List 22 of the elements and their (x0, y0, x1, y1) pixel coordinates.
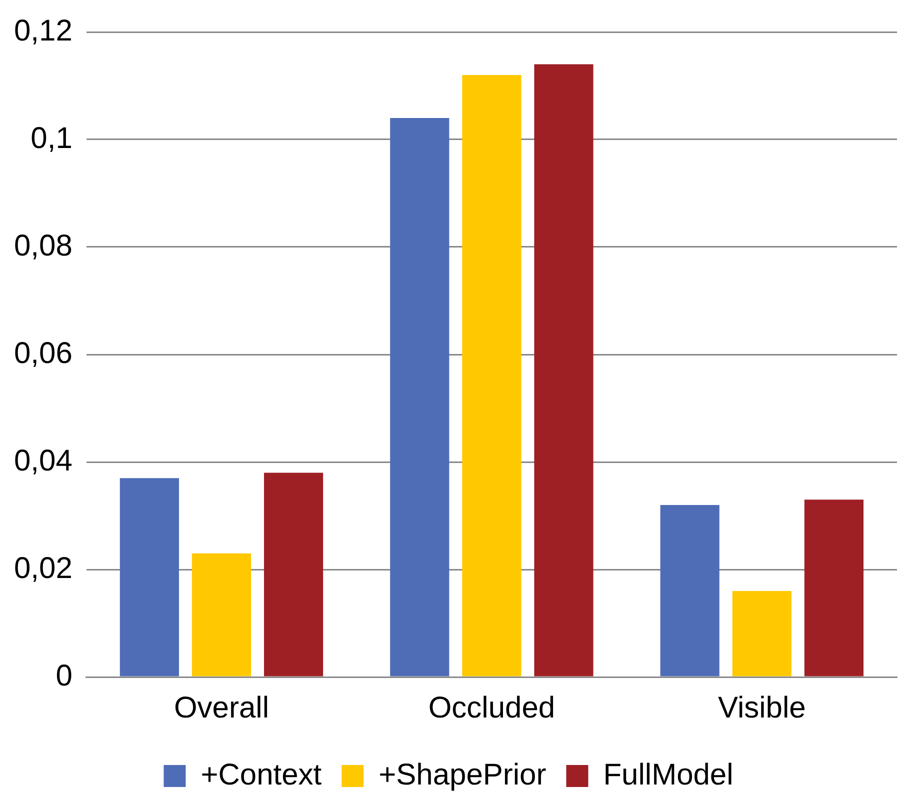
bar (120, 478, 179, 676)
bar (192, 553, 252, 676)
y-tick-label: 0,08 (14, 229, 72, 262)
y-tick-label: 0,06 (14, 336, 72, 370)
y-tick-label: 0,12 (14, 14, 72, 48)
y-tick-label: 0,1 (30, 122, 72, 155)
y-tick-label: 0,04 (14, 444, 72, 478)
x-tick-label: Overall (174, 691, 270, 724)
bar (660, 505, 720, 676)
legend-label: FullModel (603, 758, 734, 792)
legend-label: +Context (200, 758, 322, 792)
bar (264, 472, 324, 676)
y-tick-label: 0 (56, 659, 72, 692)
bar (390, 118, 450, 676)
bar (534, 64, 594, 676)
bar (804, 500, 864, 676)
x-tick-label: Visible (718, 691, 806, 724)
legend-label: +ShapePrior (378, 758, 546, 792)
bar (732, 591, 792, 676)
y-tick-label: 0,02 (14, 552, 72, 585)
x-tick-label: Occluded (428, 691, 556, 724)
bar (462, 75, 522, 676)
